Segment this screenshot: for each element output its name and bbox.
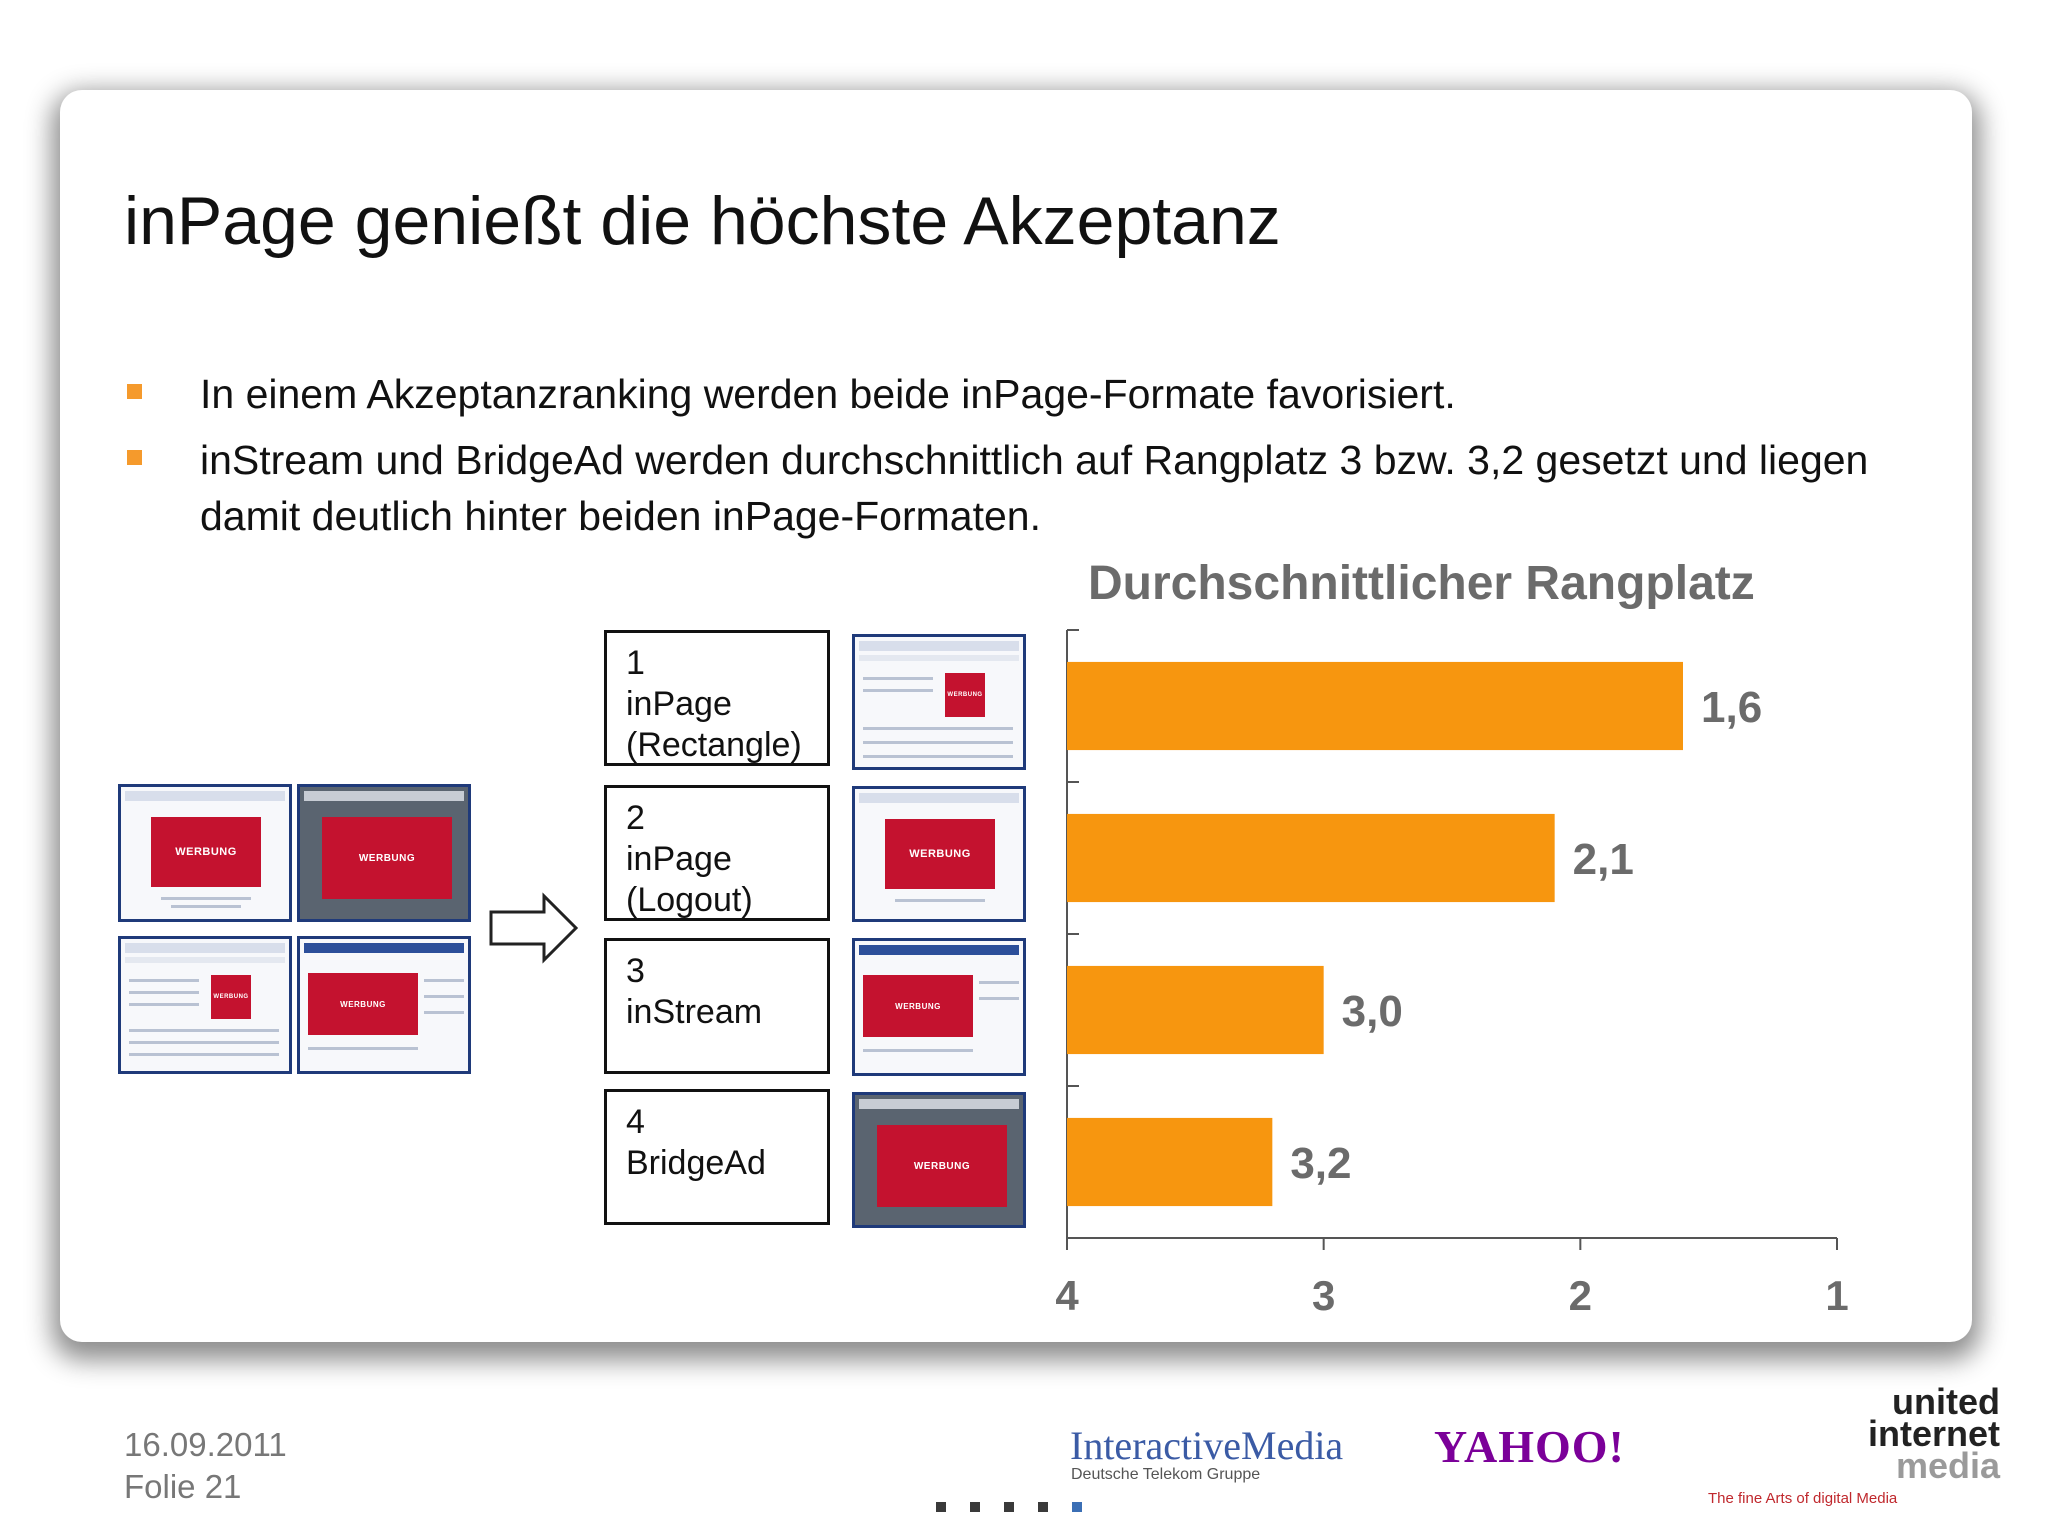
right-arrow-icon bbox=[489, 892, 579, 964]
bar-chart: 4 3 2 1 1,6 2,1 3,0 3,2 bbox=[1055, 629, 1849, 1319]
footer-date: 16.09.2011 bbox=[124, 1426, 287, 1463]
x-tick-label: 4 bbox=[1055, 1272, 1079, 1319]
interactive-media-logo: InteractiveMedia bbox=[1070, 1423, 1344, 1468]
rank-label: inPage bbox=[626, 685, 732, 723]
rank-box-4: 4 BridgeAd bbox=[604, 1089, 830, 1225]
ad-placeholder: WERBUNG bbox=[308, 973, 418, 1035]
rank-box-3: 3 inStream bbox=[604, 938, 830, 1074]
x-tick-label: 3 bbox=[1312, 1272, 1335, 1319]
ad-thumbnail-bridgead: WERBUNG bbox=[297, 784, 471, 922]
rank-number: 4 bbox=[626, 1103, 645, 1141]
footer-slide-number: Folie 21 bbox=[124, 1468, 242, 1505]
ad-thumbnail-instream: WERBUNG bbox=[852, 938, 1026, 1076]
bar-4 bbox=[1067, 1117, 1273, 1207]
rank-label: (Logout) bbox=[626, 881, 753, 919]
data-label: 2,1 bbox=[1573, 835, 1634, 884]
bullet-list: In einem Akzeptanzranking werden beide i… bbox=[124, 366, 1944, 554]
rank-label: BridgeAd bbox=[626, 1144, 766, 1182]
united-internet-media-logo: united internet media bbox=[1867, 1381, 2000, 1486]
rank-number: 1 bbox=[626, 644, 645, 682]
rank-number: 3 bbox=[626, 952, 645, 990]
rank-number: 2 bbox=[626, 799, 645, 837]
rank-label: inStream bbox=[626, 993, 763, 1031]
ad-placeholder: WERBUNG bbox=[211, 975, 251, 1019]
bullet-square-icon bbox=[127, 450, 142, 465]
bar-2 bbox=[1067, 813, 1555, 903]
ad-placeholder: WERBUNG bbox=[885, 819, 995, 889]
yahoo-logo: YAHOO! bbox=[1434, 1421, 1625, 1472]
rank-label: inPage bbox=[626, 840, 732, 878]
chart-title: Durchschnittlicher Rangplatz bbox=[1088, 557, 1755, 610]
bullet-text: inStream und BridgeAd werden durchschnit… bbox=[200, 437, 1869, 539]
bullet-item: inStream und BridgeAd werden durchschnit… bbox=[124, 432, 1944, 544]
x-tick-label: 2 bbox=[1569, 1272, 1592, 1319]
data-label: 3,2 bbox=[1290, 1139, 1351, 1188]
data-label: 1,6 bbox=[1701, 683, 1762, 732]
ad-thumbnail-instream: WERBUNG bbox=[297, 936, 471, 1074]
ad-placeholder: WERBUNG bbox=[151, 817, 261, 887]
ad-thumbnail-rectangle: WERBUNG bbox=[852, 634, 1026, 770]
bullet-item: In einem Akzeptanzranking werden beide i… bbox=[124, 366, 1944, 422]
rank-label: (Rectangle) bbox=[626, 726, 802, 764]
x-tick-label: 1 bbox=[1825, 1272, 1848, 1319]
ad-placeholder: WERBUNG bbox=[863, 975, 973, 1037]
ad-thumbnail-bridgead: WERBUNG bbox=[852, 1092, 1026, 1228]
ad-placeholder: WERBUNG bbox=[945, 673, 985, 717]
bar-1 bbox=[1067, 661, 1683, 751]
ad-thumbnail-logout: WERBUNG bbox=[852, 786, 1026, 922]
rank-box-2: 2 inPage (Logout) bbox=[604, 785, 830, 921]
ad-thumbnail-rectangle: WERBUNG bbox=[118, 936, 292, 1074]
data-label: 3,0 bbox=[1342, 987, 1403, 1036]
slide-title: inPage genießt die höchste Akzeptanz bbox=[124, 183, 1281, 259]
rank-box-1: 1 inPage (Rectangle) bbox=[604, 630, 830, 766]
ad-thumbnail-yahoo-logout: WERBUNG bbox=[118, 784, 292, 922]
interactive-media-logo-sub: Deutsche Telekom Gruppe bbox=[1071, 1466, 1261, 1483]
ad-placeholder: WERBUNG bbox=[877, 1125, 1007, 1207]
ad-placeholder: WERBUNG bbox=[322, 817, 452, 899]
bullet-text: In einem Akzeptanzranking werden beide i… bbox=[200, 371, 1456, 417]
bar-3 bbox=[1067, 965, 1324, 1055]
slide-progress-dots bbox=[936, 1499, 1106, 1517]
united-internet-media-tagline: The fine Arts of digital Media bbox=[1708, 1490, 1898, 1507]
bullet-square-icon bbox=[127, 384, 142, 399]
